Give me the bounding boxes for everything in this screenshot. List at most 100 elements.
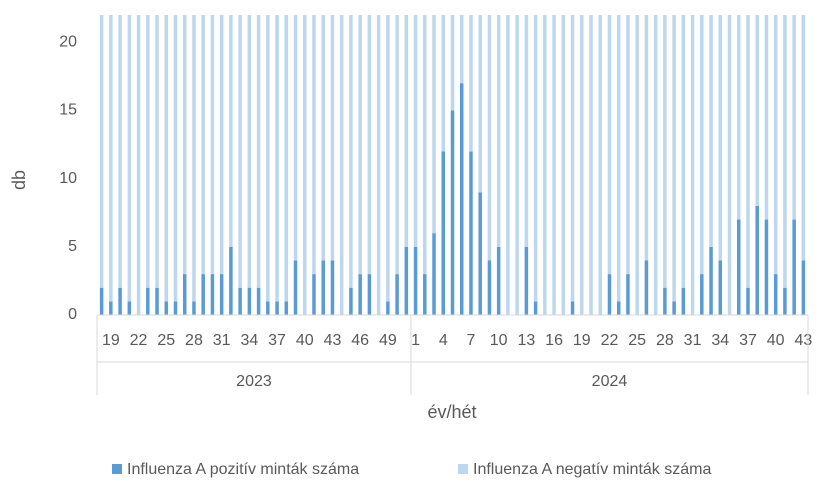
bar-segment — [155, 287, 159, 315]
x-tick-label: 28 — [185, 332, 203, 349]
bar-segment — [146, 287, 150, 315]
bar-segment — [367, 15, 372, 275]
legend-label: Influenza A negatív minták száma — [473, 461, 711, 478]
bar-segment — [570, 301, 575, 315]
bar-segment — [275, 15, 279, 302]
bar-segment — [496, 15, 501, 247]
bar-segment — [801, 15, 806, 261]
bar-segment — [792, 219, 796, 315]
x-tick-label: 31 — [213, 332, 231, 349]
bar-segment — [736, 219, 741, 315]
bar-segment — [229, 246, 233, 315]
x-tick-label: 46 — [351, 332, 369, 349]
x-tick-label: 1 — [411, 332, 420, 349]
bar-segment — [266, 15, 270, 302]
y-tick-label: 5 — [68, 238, 77, 255]
bar-segment — [109, 15, 113, 302]
x-tick-label: 25 — [628, 332, 646, 349]
bar-segment — [210, 274, 215, 315]
bar-segment — [229, 15, 233, 247]
bar-segment — [459, 83, 464, 315]
bar-segment — [339, 15, 344, 315]
x-tick-label: 40 — [296, 332, 314, 349]
bar-segment — [99, 15, 104, 288]
y-tick-label: 0 — [68, 306, 77, 323]
x-tick-label: 25 — [157, 332, 175, 349]
bar-segment — [256, 287, 261, 315]
bar-segment — [700, 274, 704, 315]
bar-segment — [210, 15, 215, 275]
legend-label: Influenza A pozitív minták száma — [127, 461, 359, 478]
bar-segment — [219, 274, 224, 315]
bar-segment — [395, 274, 399, 315]
bar-segment — [330, 260, 335, 315]
bar-segment — [432, 15, 436, 234]
x-tick-label: 28 — [656, 332, 674, 349]
bar-segment — [164, 301, 169, 315]
bar-segment — [607, 274, 612, 315]
bar-segment — [173, 301, 178, 315]
bar-segment — [201, 274, 205, 315]
y-tick-label: 20 — [59, 33, 77, 50]
bar-segment — [182, 15, 187, 275]
bar-segment — [367, 274, 372, 315]
bar-segment — [589, 15, 593, 315]
legend-swatch — [458, 464, 468, 474]
bar-segment — [395, 15, 399, 275]
bar-segment — [616, 301, 621, 315]
bar-segment — [99, 287, 104, 315]
bar-segment — [349, 15, 353, 288]
bar-segment — [681, 287, 686, 315]
bar-segment — [478, 192, 482, 315]
bar-segment — [709, 15, 713, 247]
x-tick-label: 31 — [684, 332, 702, 349]
bar-segment — [487, 260, 492, 315]
bar-segment — [635, 15, 639, 315]
x-tick-label: 34 — [240, 332, 258, 349]
bar-segment — [644, 15, 649, 261]
bar-segment — [423, 15, 427, 275]
bar-segment — [727, 15, 732, 315]
bar-segment — [746, 287, 750, 315]
bar-segment — [118, 287, 122, 315]
x-tick-label: 22 — [130, 332, 148, 349]
bar-segment — [755, 15, 759, 206]
bar-segment — [653, 15, 658, 315]
bar-segment — [709, 246, 713, 315]
x-tick-label: 19 — [102, 332, 120, 349]
bar-segment — [773, 15, 778, 275]
x-tick-label: 37 — [739, 332, 757, 349]
bar-segment — [755, 205, 759, 315]
bar-segment — [201, 15, 205, 275]
x-tick-label: 10 — [490, 332, 508, 349]
bar-segment — [312, 15, 316, 275]
bar-segment — [413, 246, 418, 315]
bar-segment — [644, 260, 649, 315]
bar-segment — [238, 287, 242, 315]
bar-segment — [598, 15, 602, 315]
bar-segment — [616, 15, 621, 302]
bar-segment — [413, 15, 418, 247]
bar-segment — [321, 15, 325, 261]
x-tick-label: 34 — [711, 332, 729, 349]
bar-segment — [321, 260, 325, 315]
bar-segment — [552, 15, 556, 315]
bar-segment — [358, 274, 362, 315]
bar-segment — [173, 15, 178, 302]
bar-segment — [700, 15, 704, 275]
x-tick-label: 22 — [601, 332, 619, 349]
bar-segment — [109, 301, 113, 315]
bar-segment — [293, 15, 298, 261]
bar-segment — [182, 274, 187, 315]
x-tick-label: 49 — [379, 332, 397, 349]
bar-segment — [275, 301, 279, 315]
x-tick-label: 19 — [573, 332, 591, 349]
bar-segment — [450, 110, 455, 315]
x-axis-label: év/hét — [427, 402, 476, 422]
bar-segment — [192, 15, 196, 302]
bar-segment — [284, 301, 289, 315]
bar-segment — [736, 15, 741, 220]
bar-segment — [672, 15, 676, 302]
bar-segment — [506, 15, 510, 315]
